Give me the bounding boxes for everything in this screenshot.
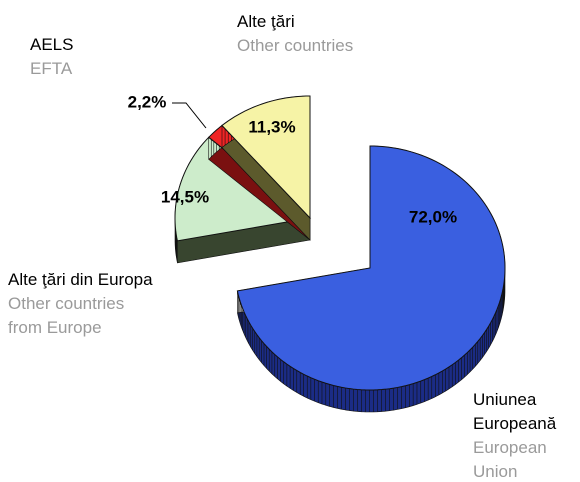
category-label: AELS bbox=[30, 35, 74, 54]
leader-line bbox=[172, 102, 207, 129]
label-group: AELS EFTA bbox=[30, 33, 150, 81]
label-group: Alte ţări Other countries bbox=[237, 10, 437, 58]
data-label: 11,3% bbox=[248, 117, 295, 136]
slice bbox=[221, 95, 311, 220]
slice bbox=[174, 136, 312, 242]
category-label-en: European Union bbox=[473, 438, 547, 481]
data-label: 2,2% bbox=[128, 92, 167, 111]
slice bbox=[236, 145, 506, 391]
category-label: Alte ţări din Europa bbox=[8, 270, 153, 289]
category-label-en: Other countries from Europe bbox=[8, 294, 125, 337]
category-label-en: Other countries bbox=[237, 36, 354, 55]
data-label: 14,5% bbox=[161, 187, 209, 206]
category-label: Uniunea Europeană bbox=[473, 390, 557, 433]
label-group: Alte ţări din Europa Other countries fro… bbox=[8, 268, 158, 340]
label-group: Uniunea Europeană European Union bbox=[473, 388, 573, 482]
category-label: Alte ţări bbox=[237, 12, 295, 31]
category-label-en: EFTA bbox=[30, 59, 73, 78]
data-label: 72,0% bbox=[409, 207, 457, 226]
